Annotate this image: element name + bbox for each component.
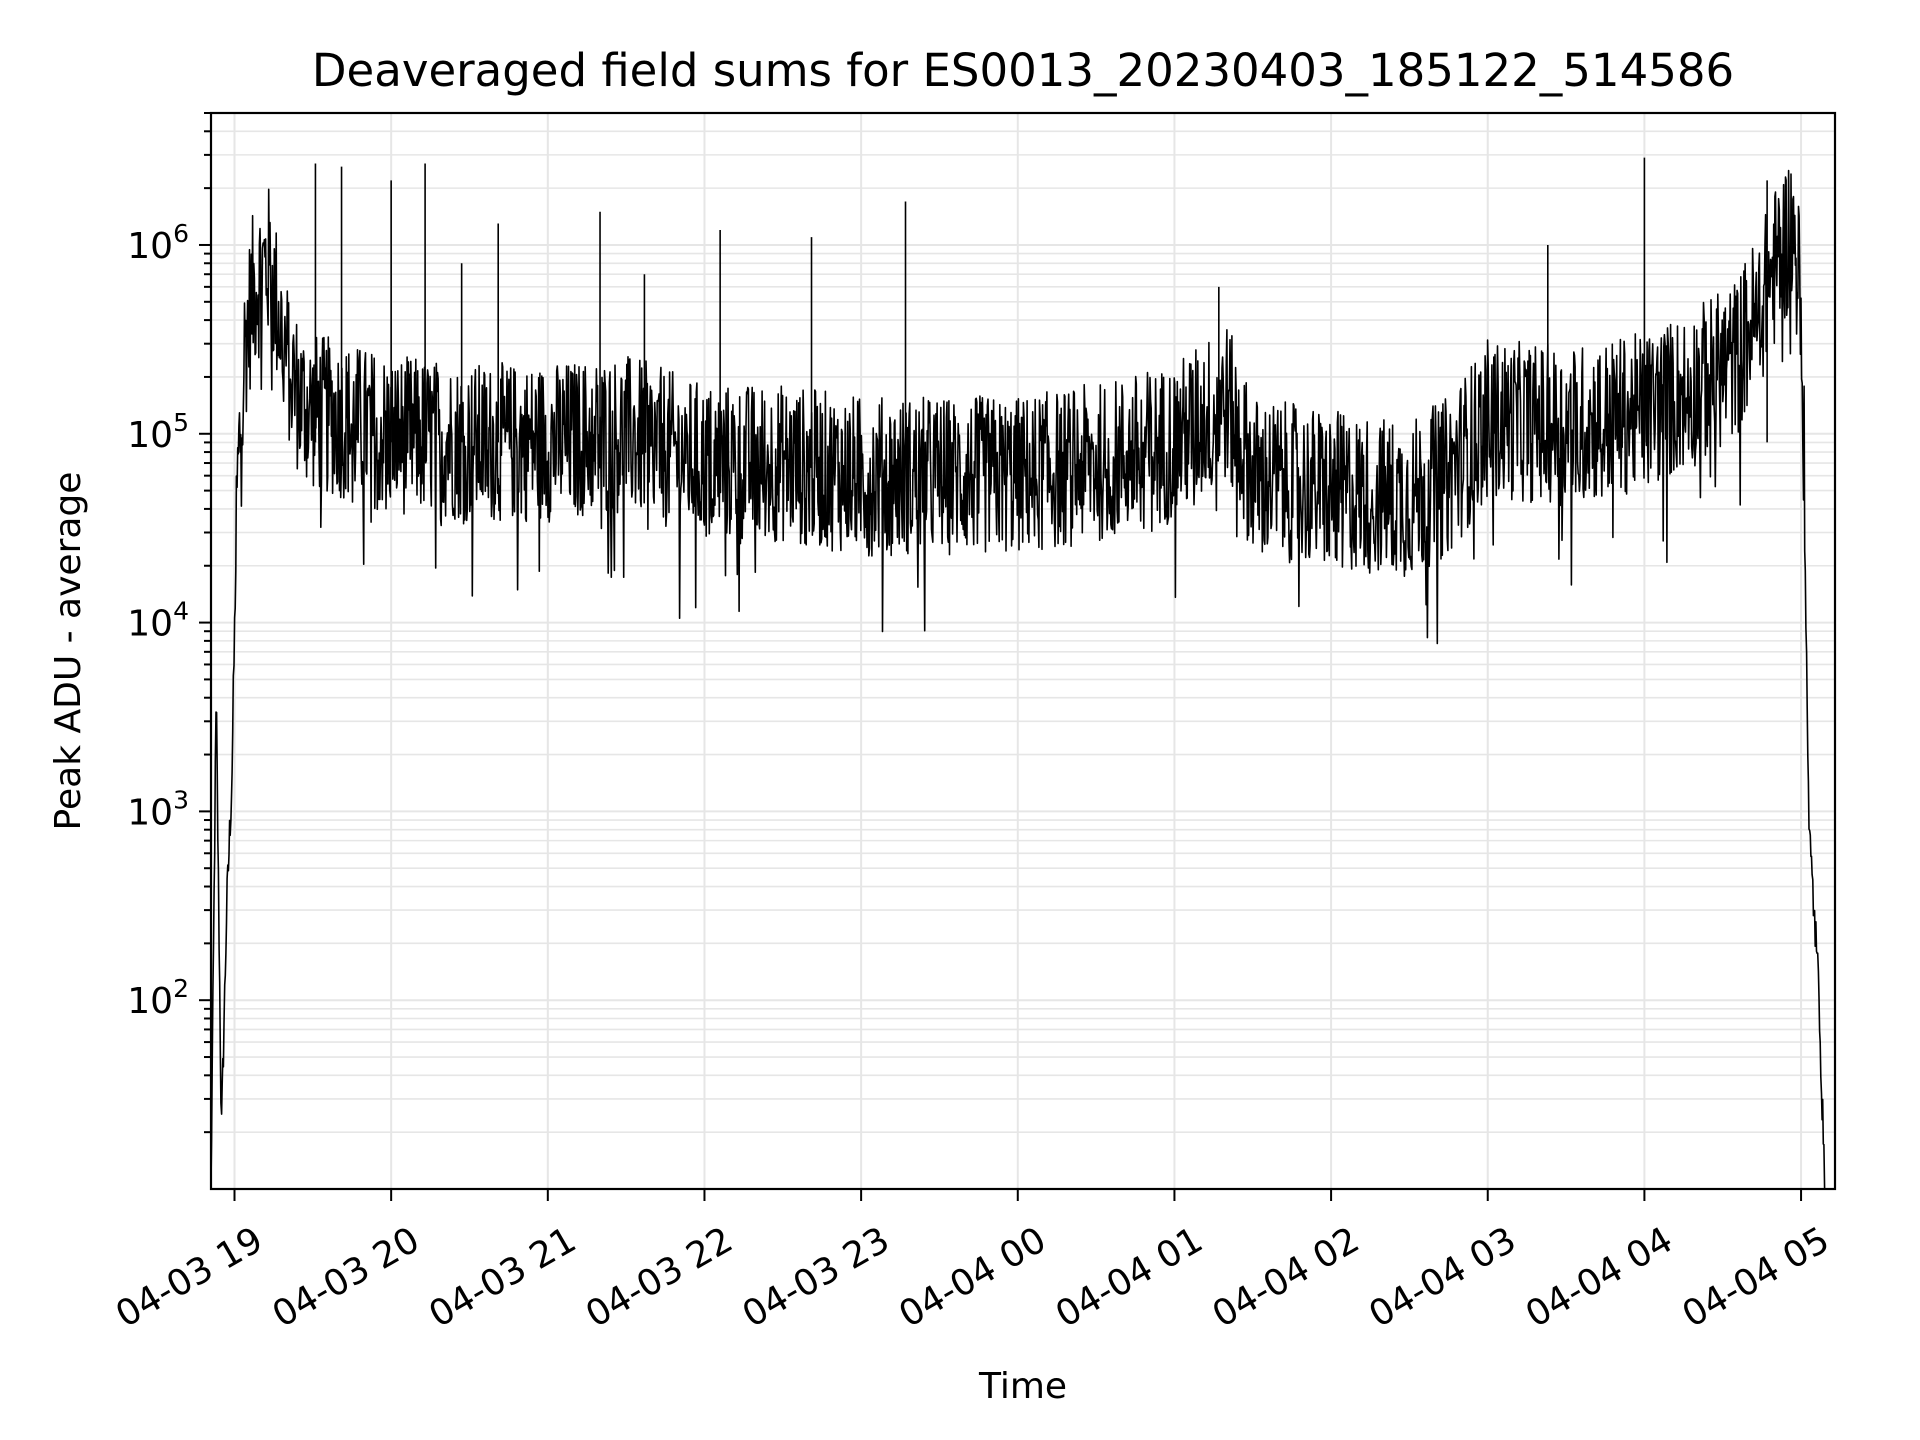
x-tick-label: 04-04 04 [1519,1219,1680,1335]
y-axis-label: Peak ADU - average [48,472,89,831]
x-tick-label: 04-04 03 [1362,1219,1523,1335]
y-axis: 102 103 104 105 106 [127,112,211,1134]
x-axis-label: Time [978,1366,1067,1407]
y-tick-label: 103 [127,785,189,833]
x-tick-label: 04-04 05 [1676,1219,1837,1335]
x-tick-label: 04-04 02 [1206,1219,1367,1335]
y-tick-label: 106 [127,219,189,267]
x-tick-label: 04-04 01 [1049,1219,1210,1335]
x-tick-label: 04-04 00 [892,1219,1053,1335]
grid-lines [211,112,1835,1190]
y-tick-label: 102 [127,974,189,1022]
y-tick-label: 104 [127,597,189,645]
plot-area [210,157,1826,1190]
series-line [210,169,1826,1190]
x-tick-label: 04-03 22 [579,1219,740,1335]
x-tick-label: 04-03 23 [736,1219,897,1335]
y-tick-label: 105 [127,408,189,456]
chart-title: Deaveraged field sums for ES0013_2023040… [312,44,1734,97]
x-tick-label: 04-03 20 [266,1219,427,1335]
x-tick-label: 04-03 19 [109,1219,270,1335]
x-tick-label: 04-03 21 [422,1219,583,1335]
